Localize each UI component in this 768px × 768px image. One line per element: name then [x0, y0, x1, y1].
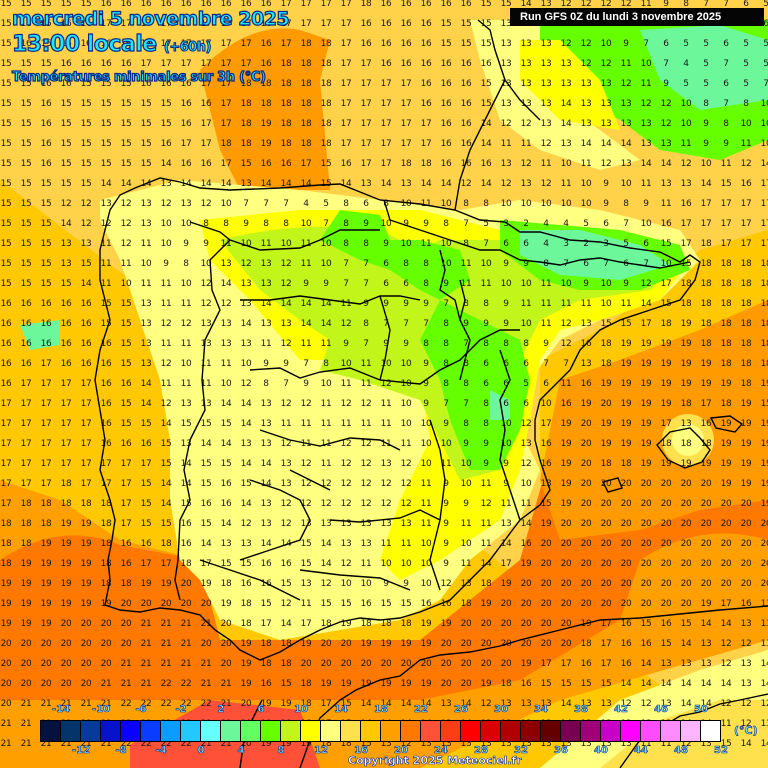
- legend-swatch: [61, 721, 81, 741]
- legend-label-top: -10: [91, 704, 111, 716]
- legend-label-top: 50: [694, 704, 709, 716]
- legend-swatch: [581, 721, 601, 741]
- legend-label-top: -6: [135, 704, 147, 716]
- legend-swatch: [381, 721, 401, 741]
- legend-swatch: [341, 721, 361, 741]
- legend-swatch: [641, 721, 661, 741]
- legend-swatch: [441, 721, 461, 741]
- legend-label-top: -2: [175, 704, 187, 716]
- legend-label-top: -14: [51, 704, 71, 716]
- legend-label-bottom: 44: [634, 745, 649, 757]
- legend-swatch: [541, 721, 561, 741]
- legend-swatch: [561, 721, 581, 741]
- legend-label-top: 2: [217, 704, 225, 716]
- legend-label-top: 18: [374, 704, 389, 716]
- legend-label-bottom: 28: [474, 745, 489, 757]
- legend-swatch: [461, 721, 481, 741]
- legend-label-top: 42: [614, 704, 629, 716]
- legend-swatch: [241, 721, 261, 741]
- legend-label-bottom: 12: [314, 745, 329, 757]
- forecast-time-text: 13:00 locale: [11, 31, 157, 57]
- legend-swatch: [101, 721, 121, 741]
- legend-label-top: 22: [414, 704, 429, 716]
- legend-label-top: 34: [534, 704, 549, 716]
- legend-label-bottom: 24: [434, 745, 449, 757]
- legend-label-bottom: 36: [554, 745, 569, 757]
- legend-label-bottom: 40: [594, 745, 609, 757]
- legend-label-top: 30: [494, 704, 509, 716]
- forecast-lead: (+60h): [163, 40, 212, 56]
- legend-label-top: 46: [654, 704, 669, 716]
- copyright-text: Copyright 2025 Meteociel.fr: [348, 754, 522, 768]
- legend-swatch: [681, 721, 701, 741]
- legend-label-bottom: 0: [197, 745, 205, 757]
- color-legend: [40, 720, 721, 742]
- legend-swatch: [481, 721, 501, 741]
- legend-swatch: [361, 721, 381, 741]
- legend-swatch: [501, 721, 521, 741]
- forecast-time: 13:00 locale (+60h): [11, 31, 212, 57]
- legend-label-top: 26: [454, 704, 469, 716]
- legend-label-top: 6: [257, 704, 265, 716]
- legend-label-bottom: -4: [155, 745, 167, 757]
- legend-label-bottom: 8: [277, 745, 285, 757]
- legend-swatch: [601, 721, 621, 741]
- legend-label-bottom: 32: [514, 745, 529, 757]
- legend-swatch: [701, 721, 720, 741]
- legend-swatch: [261, 721, 281, 741]
- legend-swatch: [81, 721, 101, 741]
- legend-swatch: [141, 721, 161, 741]
- legend-swatch: [521, 721, 541, 741]
- legend-swatch: [421, 721, 441, 741]
- forecast-date: mercredi 5 novembre 2025: [11, 7, 290, 30]
- run-info-banner: Run GFS 0Z du lundi 3 novembre 2025: [510, 8, 764, 26]
- legend-label-bottom: 52: [714, 745, 729, 757]
- legend-swatch: [201, 721, 221, 741]
- legend-swatch: [121, 721, 141, 741]
- legend-swatch: [221, 721, 241, 741]
- legend-label-top: 14: [334, 704, 349, 716]
- legend-label-top: 10: [294, 704, 309, 716]
- legend-swatch: [321, 721, 341, 741]
- legend-label-top: 38: [574, 704, 589, 716]
- legend-swatch: [161, 721, 181, 741]
- variable-title: Températures minimales sur 3h (°C): [11, 69, 266, 85]
- legend-label-bottom: 16: [354, 745, 369, 757]
- legend-swatch: [41, 721, 61, 741]
- legend-swatch: [401, 721, 421, 741]
- unit-label: (°C): [734, 724, 758, 738]
- legend-label-bottom: -12: [71, 745, 91, 757]
- legend-swatch: [181, 721, 201, 741]
- legend-label-bottom: 4: [237, 745, 245, 757]
- legend-swatch: [281, 721, 301, 741]
- legend-swatch: [661, 721, 681, 741]
- legend-label-bottom: 48: [674, 745, 689, 757]
- legend-swatch: [621, 721, 641, 741]
- legend-swatch: [301, 721, 321, 741]
- legend-label-bottom: -8: [115, 745, 127, 757]
- legend-label-bottom: 20: [394, 745, 409, 757]
